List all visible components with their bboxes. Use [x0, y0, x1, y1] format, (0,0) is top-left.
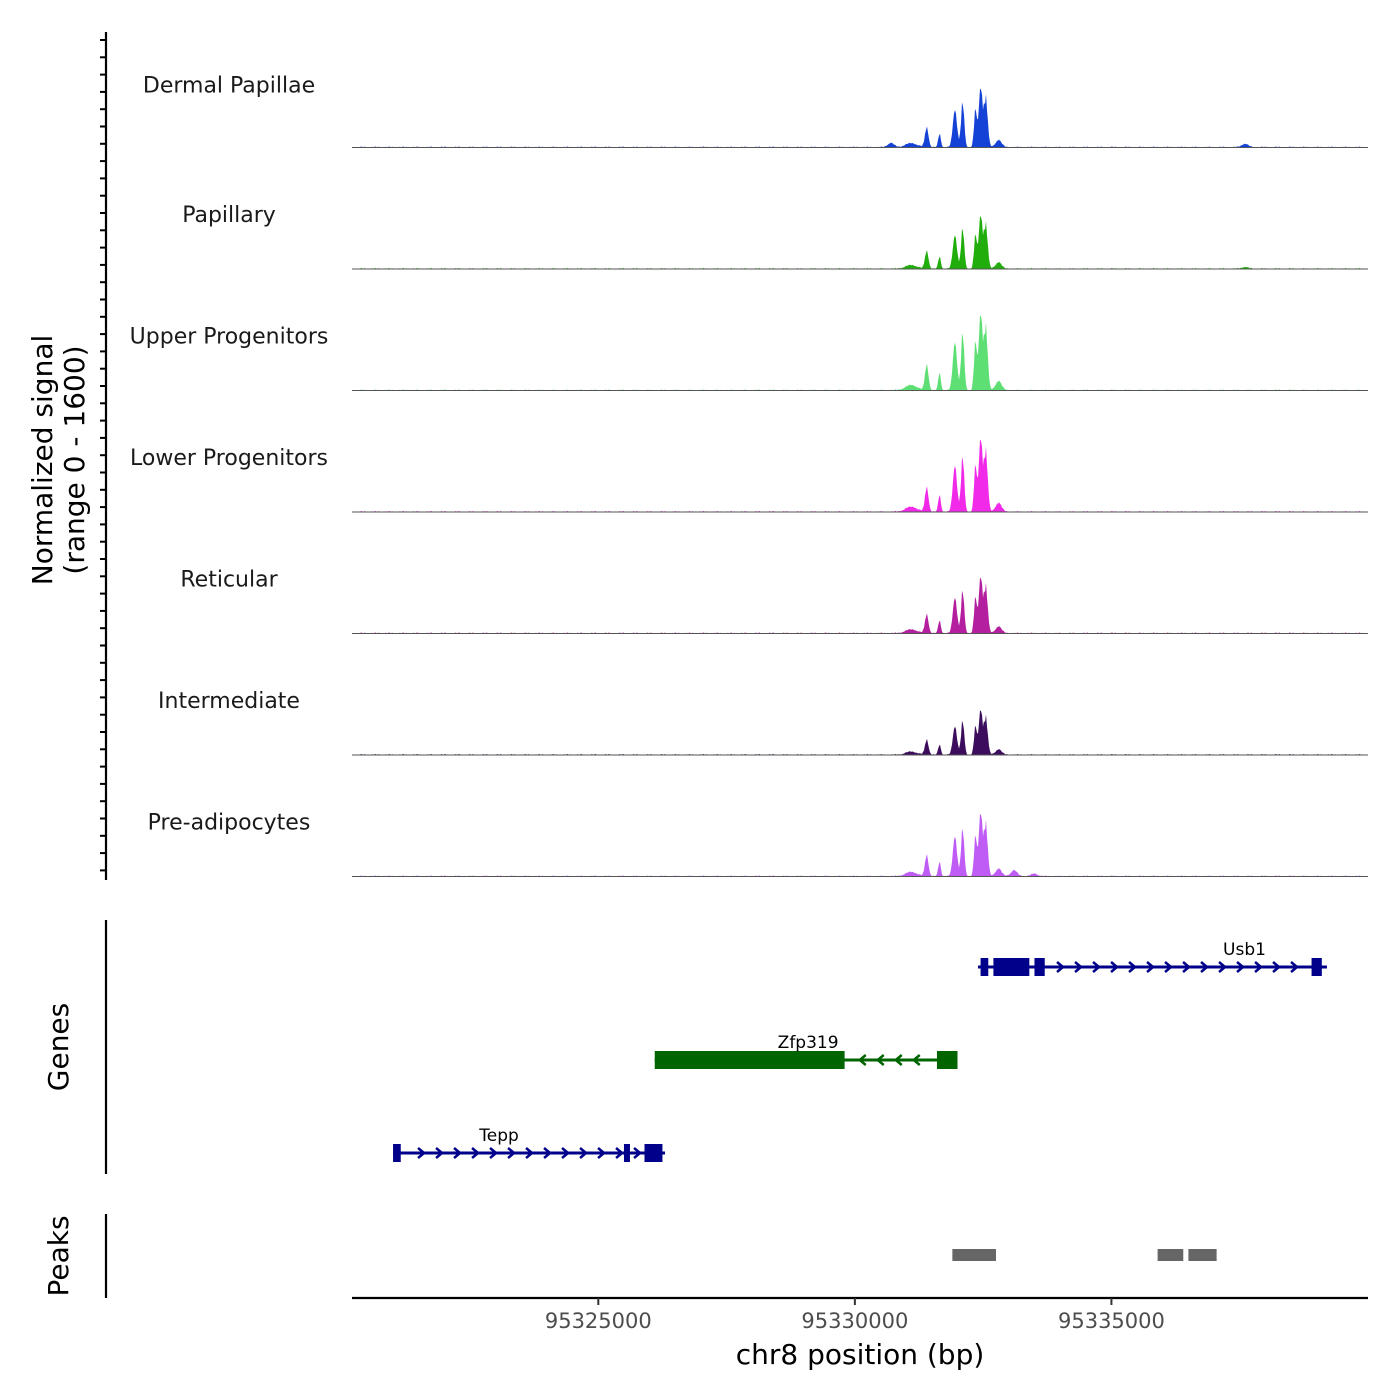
- peak-interval: [1188, 1249, 1217, 1261]
- gene-label: Tepp: [478, 1126, 519, 1146]
- strand-arrow-icon: [615, 1147, 625, 1159]
- strand-arrow-icon: [435, 1147, 445, 1159]
- coverage-area: [352, 315, 1368, 391]
- coverage-track: Reticular: [180, 568, 1368, 634]
- strand-arrow-icon: [471, 1147, 481, 1159]
- coverage-y-axis: [100, 32, 108, 880]
- strand-arrow-icon: [1110, 961, 1119, 973]
- strand-arrow-icon: [893, 1054, 903, 1066]
- gene-exon: [936, 1051, 958, 1069]
- gene-usb1: Usb1: [978, 940, 1327, 976]
- x-tick-label: 95335000: [1058, 1309, 1165, 1333]
- strand-arrow-icon: [507, 1147, 517, 1159]
- peaks-panel-label: Peaks: [42, 1215, 75, 1296]
- x-axis-ticks: 95325000 95330000 95335000: [545, 1298, 1165, 1333]
- strand-arrow-icon: [417, 1147, 427, 1159]
- coverage-area: [352, 710, 1368, 755]
- strand-arrow-icon: [1146, 961, 1155, 973]
- coverage-area: [352, 813, 1368, 877]
- strand-arrow-icon: [1272, 961, 1281, 973]
- strand-arrow-icon: [453, 1147, 463, 1159]
- strand-arrow-icon: [1074, 961, 1083, 973]
- strand-arrow-icon: [543, 1147, 553, 1159]
- gene-zfp319: Zfp319: [654, 1033, 958, 1069]
- strand-arrow-icon: [1254, 961, 1263, 973]
- track-label: Upper Progenitors: [130, 325, 329, 350]
- genes-panel-label: Genes: [42, 1003, 75, 1091]
- gene-exon: [1311, 958, 1322, 976]
- coverage-area: [352, 216, 1368, 269]
- x-axis-title: chr8 position (bp): [736, 1338, 985, 1371]
- coverage-area: [352, 439, 1368, 512]
- strand-arrow-icon: [1164, 961, 1173, 973]
- strand-arrow-icon: [633, 1147, 643, 1159]
- coverage-area: [352, 577, 1368, 634]
- peak-interval: [1157, 1249, 1184, 1261]
- gene-exon: [654, 1051, 845, 1069]
- strand-arrow-icon: [1092, 961, 1101, 973]
- strand-arrow-icon: [1218, 961, 1227, 973]
- gene-label: Usb1: [1223, 940, 1266, 960]
- strand-arrow-icon: [1182, 961, 1191, 973]
- strand-arrow-icon: [911, 1054, 921, 1066]
- genes-panel: Usb1 Zfp319 Tepp: [393, 940, 1327, 1162]
- gene-label: Zfp319: [778, 1033, 839, 1053]
- track-label: Intermediate: [158, 689, 300, 714]
- strand-arrow-icon: [1236, 961, 1245, 973]
- strand-arrow-icon: [489, 1147, 499, 1159]
- x-tick-label: 95330000: [801, 1309, 908, 1333]
- strand-arrow-icon: [875, 1054, 885, 1066]
- coverage-tracks: Dermal Papillae Papillary Upper Progenitor…: [130, 74, 1368, 877]
- strand-arrow-icon: [857, 1054, 867, 1066]
- x-tick-label: 95325000: [545, 1309, 652, 1333]
- track-label: Dermal Papillae: [143, 74, 315, 99]
- coverage-area: [352, 88, 1368, 148]
- coverage-track: Dermal Papillae: [143, 74, 1368, 148]
- track-label: Papillary: [182, 203, 276, 228]
- strand-arrow-icon: [1290, 961, 1299, 973]
- gene-exon: [1034, 958, 1045, 976]
- track-label: Lower Progenitors: [130, 446, 328, 471]
- strand-arrow-icon: [1128, 961, 1137, 973]
- coverage-track: Pre-adipocytes: [148, 811, 1368, 877]
- strand-arrow-icon: [579, 1147, 589, 1159]
- gene-exon: [993, 958, 1030, 976]
- gene-exon: [980, 958, 989, 976]
- coverage-track: Papillary: [182, 203, 1368, 270]
- gene-exon: [393, 1144, 401, 1162]
- track-label: Pre-adipocytes: [148, 811, 311, 836]
- strand-arrow-icon: [597, 1147, 607, 1159]
- strand-arrow-icon: [561, 1147, 571, 1159]
- track-label: Reticular: [180, 568, 278, 593]
- coverage-track: Intermediate: [158, 689, 1368, 756]
- coverage-ylabel-line1: Normalized signal: [26, 335, 59, 586]
- strand-arrow-icon: [1056, 961, 1065, 973]
- coverage-track: Upper Progenitors: [130, 315, 1368, 391]
- coverage-track: Lower Progenitors: [130, 439, 1368, 513]
- peaks-panel: [952, 1249, 1217, 1261]
- gene-exon: [623, 1144, 630, 1162]
- gene-tepp: Tepp: [393, 1126, 666, 1162]
- coverage-ylabel-line2: (range 0 - 1600): [58, 345, 91, 574]
- peak-interval: [952, 1249, 996, 1261]
- strand-arrow-icon: [525, 1147, 535, 1159]
- gene-exon: [644, 1144, 663, 1162]
- strand-arrow-icon: [1200, 961, 1209, 973]
